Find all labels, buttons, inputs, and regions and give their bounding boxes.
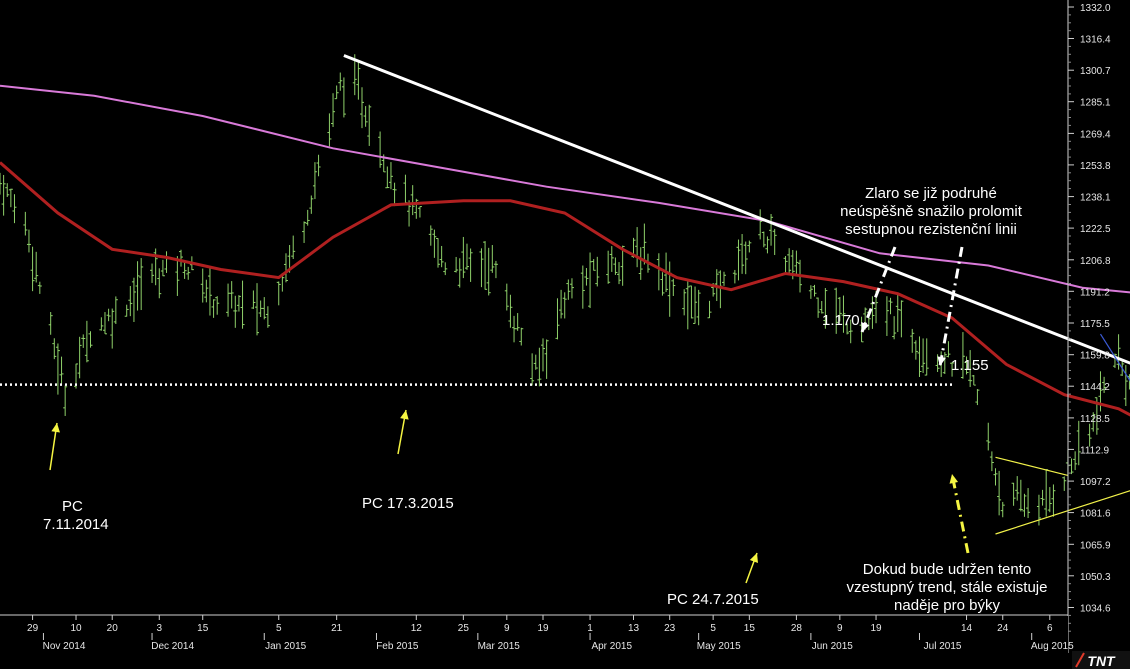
annotation-gold-note: Zlaro se již podruhé neúspěšně snažilo p… — [840, 185, 1022, 238]
tnt-logo: TNT — [1072, 651, 1130, 669]
y-tick-label: 1285.1 — [1080, 98, 1111, 109]
descending-resistance-line — [343, 54, 1130, 365]
x-month-label: Apr 2015 — [591, 641, 632, 652]
arrow-1155-head — [937, 356, 946, 366]
y-axis: 1332.0 1316.4 1300.7 1285.1 1269.4 1253.8 1238… — [1067, 0, 1111, 653]
arrow-1170-head — [861, 322, 870, 332]
y-tick-label: 1097.2 — [1080, 477, 1111, 488]
x-month-label: Mar 2015 — [478, 641, 521, 652]
logo-mark — [1075, 652, 1085, 668]
annotation-arrows — [49, 246, 970, 584]
trend-lines — [0, 54, 1130, 535]
moving-averages — [0, 84, 1130, 417]
x-day-label: 24 — [997, 623, 1009, 634]
x-month-label: Nov 2014 — [43, 641, 86, 652]
y-tick-label: 1112.9 — [1080, 445, 1110, 456]
y-tick-label: 1128.5 — [1080, 414, 1110, 425]
arrow-1155 — [938, 246, 964, 367]
y-tick-label: 1081.6 — [1080, 509, 1111, 520]
x-day-label: 9 — [837, 623, 843, 634]
x-month-label: Feb 2015 — [376, 641, 419, 652]
arrow-trend-note-head — [949, 474, 959, 484]
slow-moving-average — [0, 84, 1130, 294]
x-day-label: 5 — [710, 623, 716, 634]
x-day-label: 10 — [70, 623, 82, 634]
y-tick-label: 1269.4 — [1080, 129, 1111, 140]
logo-text: TNT — [1087, 653, 1116, 669]
x-day-label: 19 — [870, 623, 882, 634]
annotation-trend-note: Dokud bude udržen tento vzestupný trend,… — [846, 561, 1048, 614]
y-tick-label: 1050.3 — [1080, 572, 1111, 583]
y-tick-label: 1238.1 — [1080, 193, 1111, 204]
x-month-label: Jul 2015 — [924, 641, 962, 652]
x-day-label: 15 — [197, 623, 209, 634]
y-tick-label: 1253.8 — [1080, 161, 1111, 172]
x-month-label: Jun 2015 — [812, 641, 854, 652]
blue-trend-line — [1099, 333, 1130, 382]
y-tick-label: 1034.6 — [1080, 604, 1111, 615]
y-tick-label: 1065.9 — [1080, 540, 1111, 551]
x-day-label: 15 — [744, 623, 756, 634]
annotation-pc-mar: PC 17.3.2015 — [362, 495, 454, 512]
arrow-pc-nov-head — [51, 423, 60, 433]
x-day-label: 19 — [537, 623, 549, 634]
arrow-pc-jul-head — [749, 553, 758, 563]
x-day-label: 5 — [276, 623, 282, 634]
x-axis: 29 10 20 3 15 5 21 12 25 9 19 1 13 23 5 15 28 9 19 14 24 6 Nov… — [0, 614, 1074, 654]
flag-top-line — [995, 456, 1069, 477]
x-month-label: Jan 2015 — [265, 641, 307, 652]
y-tick-label: 1316.4 — [1080, 34, 1111, 45]
x-day-label: 13 — [628, 623, 640, 634]
x-month-label: Aug 2015 — [1031, 641, 1074, 652]
arrow-trend-note — [950, 473, 970, 554]
y-tick-label: 1222.5 — [1080, 224, 1111, 235]
x-day-label: 29 — [27, 623, 39, 634]
annotation-level-1170: 1.170 — [822, 312, 860, 329]
y-tick-label: 1159.8 — [1080, 351, 1110, 362]
x-day-label: 25 — [458, 623, 470, 634]
y-tick-label: 1191.2 — [1080, 287, 1110, 298]
ascending-trend-line — [995, 490, 1130, 535]
annotation-level-1155: 1.155 — [951, 357, 989, 374]
arrow-1170 — [860, 246, 897, 333]
x-day-label: 6 — [1047, 623, 1053, 634]
x-day-label: 23 — [664, 623, 676, 634]
annotation-pc-jul: PC 24.7.2015 — [667, 591, 759, 608]
x-day-label: 20 — [107, 623, 119, 634]
arrow-pc-mar-head — [400, 410, 409, 420]
y-tick-label: 1206.8 — [1080, 256, 1111, 267]
y-tick-label: 1144.2 — [1080, 382, 1110, 393]
x-day-label: 28 — [791, 623, 803, 634]
x-day-label: 21 — [331, 623, 343, 634]
fast-moving-average — [0, 161, 1130, 417]
annotation-pc-nov-line1: PC — [62, 498, 83, 515]
logo-bg — [1072, 651, 1130, 669]
y-tick-label: 1175.5 — [1080, 319, 1110, 330]
x-day-label: 1 — [587, 623, 593, 634]
x-day-label: 9 — [504, 623, 510, 634]
y-tick-label: 1332.0 — [1080, 3, 1111, 14]
x-axis-band — [0, 616, 1068, 654]
x-month-label: Dec 2014 — [151, 641, 194, 652]
annotation-pc-nov-line2: 7.11.2014 — [43, 516, 109, 533]
x-day-label: 14 — [961, 623, 973, 634]
x-day-label: 3 — [156, 623, 162, 634]
x-day-label: 12 — [411, 623, 423, 634]
x-month-label: May 2015 — [697, 641, 741, 652]
y-tick-label: 1300.7 — [1080, 66, 1111, 77]
price-bars — [0, 54, 1130, 526]
